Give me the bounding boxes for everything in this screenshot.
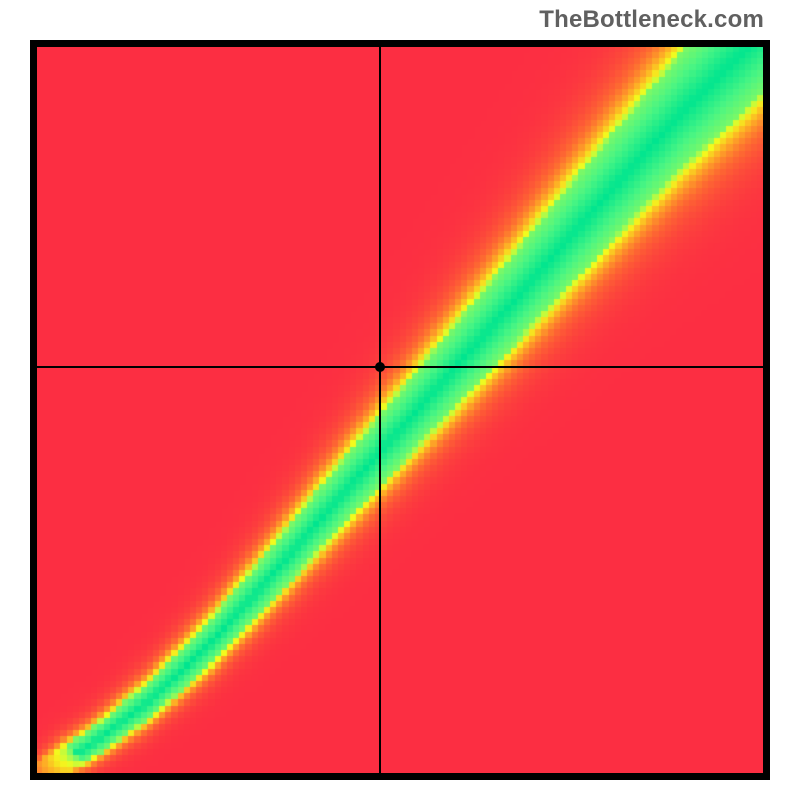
heatmap-plot [30,40,770,780]
watermark-text: TheBottleneck.com [539,6,764,34]
heatmap-canvas [30,40,770,780]
chart-frame: TheBottleneck.com [0,0,800,800]
